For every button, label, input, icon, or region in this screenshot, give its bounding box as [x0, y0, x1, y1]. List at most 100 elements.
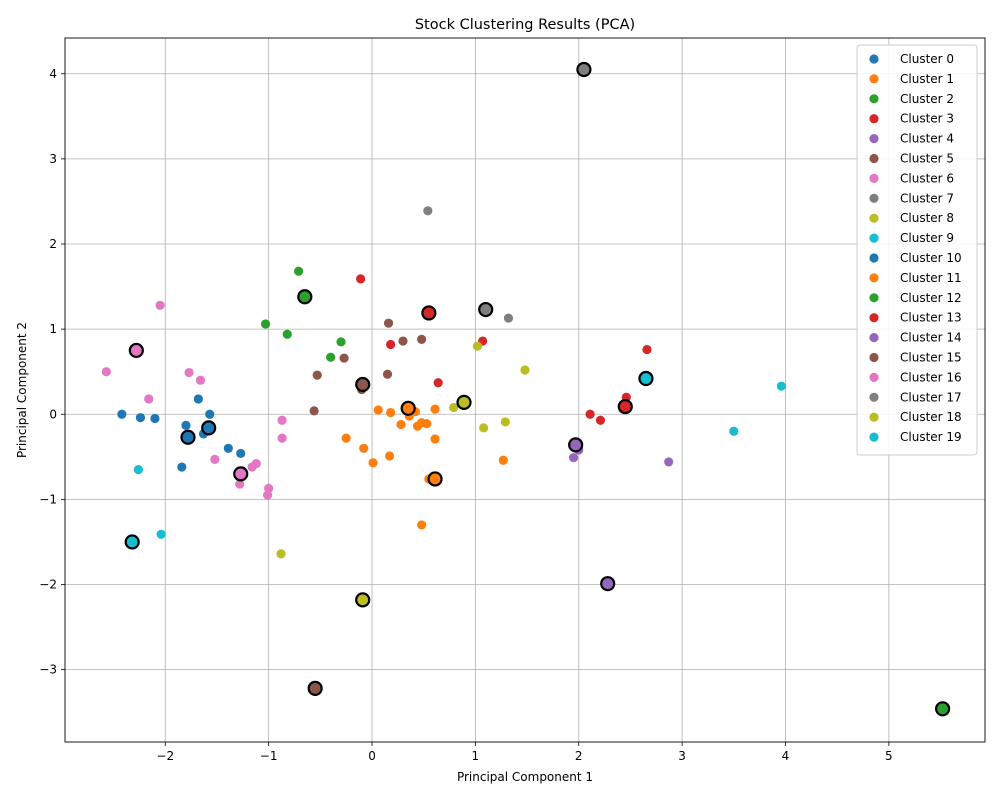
cluster-center-marker	[307, 680, 323, 696]
legend-marker	[869, 193, 879, 203]
x-tick-label: 4	[782, 749, 790, 763]
cluster-center-marker	[233, 466, 249, 482]
legend-label: Cluster 12	[900, 291, 962, 305]
data-point	[433, 378, 443, 388]
legend-label: Cluster 18	[900, 410, 962, 424]
plot-background	[65, 38, 985, 742]
data-point	[396, 419, 406, 430]
cluster-center-marker	[355, 376, 371, 393]
data-point	[503, 313, 514, 323]
data-point	[326, 352, 336, 362]
data-point	[642, 344, 652, 355]
legend-marker	[869, 114, 879, 124]
legend-label: Cluster 19	[900, 430, 962, 444]
legend-marker	[869, 153, 879, 164]
legend-marker	[869, 352, 879, 363]
x-tick-label: 3	[678, 749, 686, 763]
cluster-center-marker	[180, 429, 196, 445]
data-point	[235, 479, 245, 489]
data-point	[263, 490, 273, 500]
legend-marker	[869, 412, 879, 422]
legend-label: Cluster 16	[900, 370, 962, 384]
legend-label: Cluster 4	[900, 132, 954, 146]
cluster-center-marker	[478, 301, 494, 318]
data-point	[585, 409, 595, 419]
data-point	[205, 409, 215, 419]
x-tick-label: 1	[472, 749, 480, 763]
cluster-center-marker	[456, 394, 472, 410]
data-point	[359, 443, 369, 453]
axis-ticks: −2 −1 0 1 2 3 4 5 −3 −2 −1 0 1 2 3 4	[39, 67, 892, 763]
data-point	[373, 405, 383, 415]
y-tick-label: −2	[39, 578, 57, 592]
x-axis-title: Principal Component 1	[457, 770, 593, 784]
x-tick-label: −2	[156, 749, 174, 763]
data-point	[101, 367, 111, 377]
data-point	[336, 337, 346, 347]
data-point	[339, 353, 349, 363]
legend-label: Cluster 0	[900, 52, 954, 66]
y-tick-label: −3	[39, 663, 57, 677]
data-point	[417, 418, 427, 428]
data-point	[135, 413, 146, 423]
legend-marker	[869, 293, 879, 303]
legend-label: Cluster 11	[900, 271, 962, 285]
legend-marker	[869, 253, 879, 263]
data-point	[282, 329, 292, 339]
cluster-center-marker	[128, 342, 144, 359]
data-point	[479, 423, 489, 433]
y-tick-label: 4	[49, 67, 57, 81]
y-axis-title: Principal Component 2	[15, 322, 29, 458]
plot-frame	[64, 37, 986, 743]
y-tick-label: −1	[39, 492, 57, 506]
legend-label: Cluster 17	[900, 390, 962, 404]
cluster-center-marker	[576, 61, 592, 78]
data-point	[193, 394, 203, 404]
data-point	[449, 402, 459, 413]
cluster-center-marker	[935, 701, 951, 717]
legend-marker	[869, 134, 879, 144]
legend-marker	[869, 392, 879, 402]
data-point	[498, 455, 508, 465]
legend-label: Cluster 9	[900, 231, 954, 245]
data-point	[264, 483, 274, 493]
data-point	[382, 369, 393, 379]
x-tick-label: 2	[575, 749, 583, 763]
cluster-center-marker	[568, 437, 584, 453]
legend-label: Cluster 10	[900, 251, 962, 265]
data-point	[417, 520, 427, 530]
data-point	[223, 443, 233, 453]
data-point	[155, 300, 165, 310]
legend-marker	[869, 54, 879, 64]
legend-marker	[869, 233, 879, 243]
data-point	[294, 266, 304, 276]
data-point	[177, 462, 187, 472]
legend-marker	[869, 313, 879, 323]
data-point	[277, 433, 287, 443]
cluster-center-marker	[400, 400, 416, 416]
data-point	[156, 529, 166, 539]
data-point	[384, 451, 395, 461]
data-point	[430, 404, 440, 414]
data-point	[398, 336, 408, 346]
legend-label: Cluster 15	[900, 351, 962, 365]
data-point	[312, 370, 322, 380]
x-tick-label: 5	[885, 749, 893, 763]
legend-marker	[869, 213, 879, 223]
legend-label: Cluster 8	[900, 211, 954, 225]
data-point	[568, 453, 579, 463]
data-point	[430, 434, 440, 444]
legend-label: Cluster 14	[900, 331, 962, 345]
x-tick-label: −1	[260, 749, 278, 763]
data-point	[236, 448, 246, 459]
data-point	[500, 417, 510, 427]
legend-marker	[869, 94, 879, 104]
cluster-center-marker	[355, 592, 371, 608]
legend-marker	[869, 74, 879, 84]
cluster-center-marker	[201, 420, 217, 436]
data-point	[383, 318, 394, 328]
chart-title: Stock Clustering Results (PCA)	[415, 17, 635, 33]
legend-marker	[869, 372, 879, 382]
data-point	[417, 334, 427, 344]
cluster-center-marker	[638, 370, 654, 387]
